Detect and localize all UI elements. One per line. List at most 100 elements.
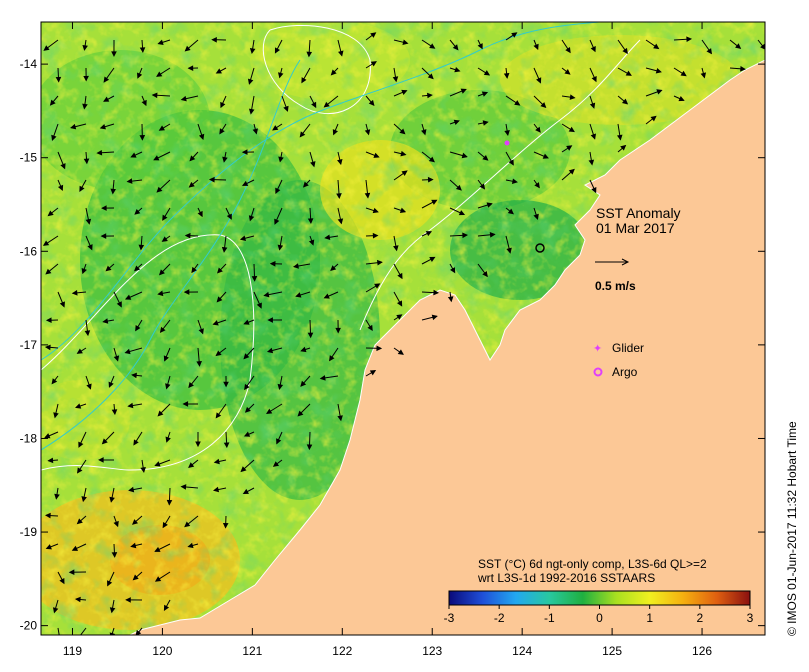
current-vector-head — [125, 597, 131, 603]
current-vector-head — [243, 353, 250, 360]
current-vector-head — [107, 580, 113, 587]
current-vector-head — [135, 325, 141, 332]
current-vector-head — [55, 76, 62, 83]
current-vector-head — [82, 44, 88, 51]
current-vector-head — [188, 181, 195, 188]
current-vector-head — [301, 77, 307, 84]
current-vector-head — [482, 120, 489, 126]
current-vector-head — [213, 458, 220, 465]
current-vector-head — [453, 119, 460, 126]
current-vector-head — [373, 152, 380, 158]
current-vector-head — [372, 207, 379, 214]
current-vector-head — [272, 125, 279, 131]
current-vector-head — [368, 99, 375, 107]
current-vector-head — [159, 326, 166, 333]
current-vector-head — [222, 522, 229, 529]
current-vector-head — [536, 77, 542, 84]
current-vector-head — [113, 355, 120, 362]
current-vector-head — [428, 156, 435, 163]
current-vector-head — [158, 125, 165, 131]
current-vector-head — [182, 401, 189, 407]
colorbar-tick-label: 2 — [696, 611, 703, 625]
current-vector-head — [324, 234, 331, 241]
current-vector-head — [272, 461, 280, 467]
current-vector-head — [83, 75, 89, 82]
current-vector-head — [479, 183, 486, 190]
current-vector-head — [76, 348, 83, 354]
current-vector-head — [47, 210, 54, 217]
current-vector-head — [427, 176, 434, 183]
current-vector-head — [98, 457, 104, 463]
current-vector-head — [45, 544, 52, 550]
current-vector-head — [511, 178, 518, 184]
current-vector-head — [130, 542, 137, 549]
current-vector-head — [153, 155, 160, 161]
current-vector-head — [278, 72, 284, 79]
current-vector-head — [425, 231, 433, 237]
current-vector-head — [248, 215, 255, 222]
colorbar: SST (°C) 6d ngt-only comp, L3S-6d QL>=2 … — [444, 557, 754, 625]
current-vector-head — [157, 39, 164, 45]
current-vector-head — [184, 521, 191, 528]
current-vector-head — [275, 187, 281, 194]
current-vector-head — [79, 185, 85, 192]
current-vectors — [42, 32, 765, 642]
current-vector-head — [141, 99, 147, 107]
current-vector-head — [58, 638, 62, 642]
current-vector-head — [249, 48, 256, 55]
current-vector-head — [477, 43, 483, 50]
current-vector-head — [367, 324, 373, 332]
current-vector-head — [154, 546, 161, 552]
current-vector-head — [157, 410, 164, 417]
y-tick-label: -18 — [20, 431, 38, 445]
current-vector-head — [508, 159, 514, 166]
credit-text: © IMOS 01-Jun-2017 11:32 Hobart Time — [785, 421, 799, 636]
current-vector-head — [251, 275, 258, 282]
current-vector-head — [310, 161, 316, 168]
current-vector-head — [588, 159, 595, 166]
current-vector-head — [87, 244, 93, 251]
current-vector-head — [266, 408, 273, 414]
current-vector-head — [568, 168, 575, 175]
current-vector-head — [83, 158, 90, 165]
current-vector-head — [70, 123, 77, 130]
x-axis: 119 120 121 122 123 124 125 126 — [63, 22, 712, 658]
land-mass — [128, 59, 765, 635]
current-vector-head — [399, 128, 406, 135]
current-vector-head — [533, 213, 539, 220]
current-vector-head — [184, 232, 191, 239]
current-vector-head — [319, 375, 326, 381]
x-tick-label: 124 — [512, 644, 532, 658]
current-vector — [57, 627, 60, 635]
current-vector-head — [402, 39, 409, 45]
current-vector-head — [101, 438, 108, 445]
current-vector-head — [243, 431, 251, 437]
current-vector-head — [124, 348, 131, 355]
y-tick-label: -15 — [20, 151, 38, 165]
current-vector-head — [163, 604, 170, 612]
current-vector-head — [212, 486, 220, 493]
current-vector-head — [135, 629, 142, 635]
current-vector-head — [43, 45, 50, 51]
current-vector-head — [165, 383, 171, 390]
current-vector-head — [51, 378, 58, 385]
current-vector-head — [653, 43, 660, 50]
current-vector-head — [49, 99, 56, 106]
current-vector-head — [307, 218, 314, 225]
colorbar-tick-label: -2 — [494, 611, 505, 625]
current-vector-head — [565, 46, 571, 54]
current-vector-head — [134, 265, 141, 272]
current-vector-head — [540, 102, 547, 109]
current-vector-head — [535, 126, 541, 133]
colorbar-tick-label: -1 — [544, 611, 555, 625]
current-vector-head — [196, 360, 202, 367]
current-vector-head — [323, 101, 330, 108]
current-vector-head — [184, 45, 191, 52]
current-vector-head — [533, 43, 539, 51]
current-vector-head — [433, 289, 440, 296]
current-vector-head — [590, 46, 596, 53]
x-tick-label: 123 — [422, 644, 442, 658]
current-vector-head — [86, 383, 92, 390]
current-vector-head — [154, 461, 161, 467]
current-vector-head — [735, 43, 742, 50]
